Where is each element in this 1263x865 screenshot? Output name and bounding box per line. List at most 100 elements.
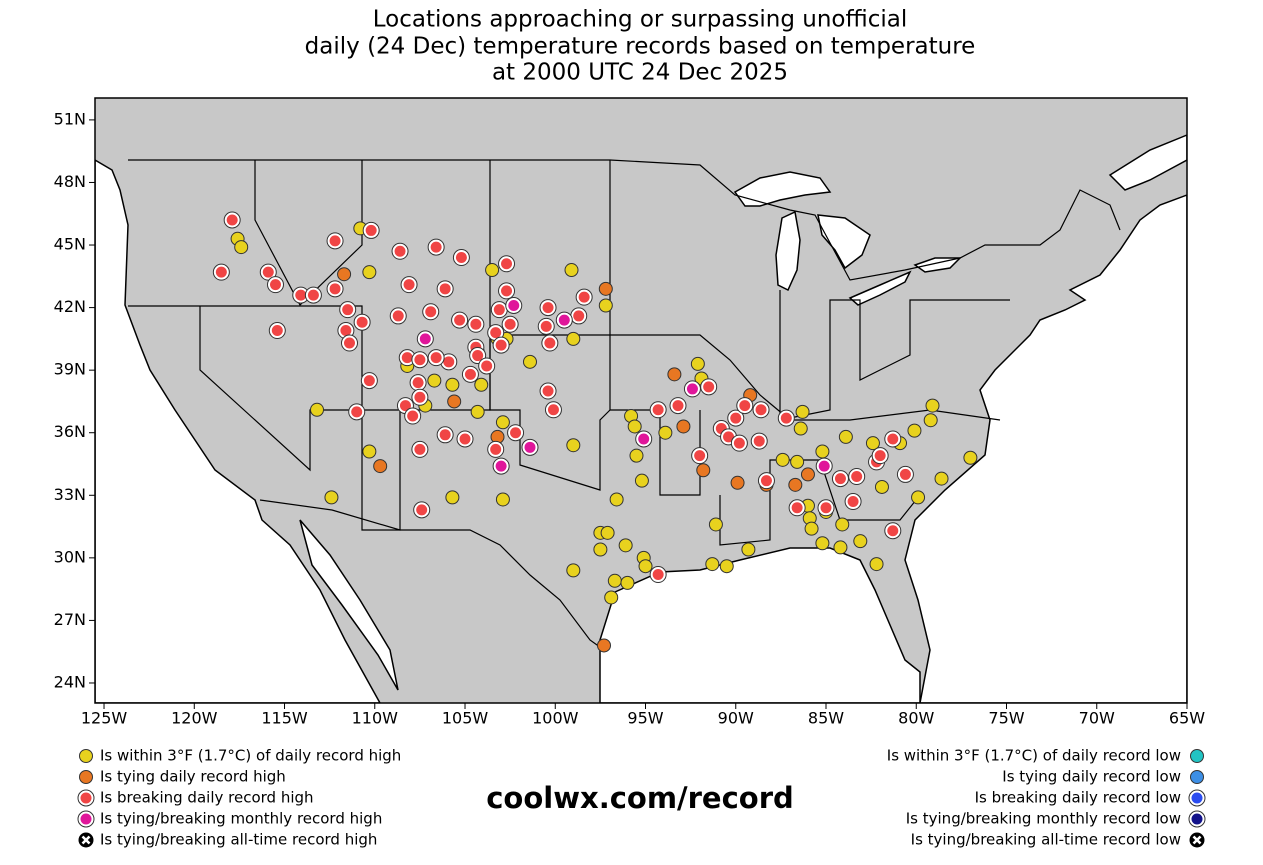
y-tick-label: 48N [54,172,86,191]
plot-frame [94,97,1188,704]
legend-label: Is within 3°F (1.7°C) of daily record lo… [887,747,1181,765]
legend-entry: Is breaking daily record low [975,789,1206,807]
marker-core [638,433,650,445]
marker [373,459,388,474]
marker [607,573,622,588]
marker-core [652,569,664,581]
marker-core [459,433,471,445]
marker-core [392,310,404,322]
marker-core [472,350,484,362]
marker-core [818,460,830,472]
marker [696,463,711,478]
marker [627,419,642,434]
marker [925,398,940,413]
marker [815,536,830,551]
lake-superior [733,171,832,207]
legend-entry: Is tying/breaking all-time record high [78,831,377,849]
source: coolwx.com/record [486,781,794,815]
marker-core [455,252,467,264]
marker [427,373,442,388]
marker-core [262,266,274,278]
marker [447,394,462,409]
marker [833,540,848,555]
marker-core [407,410,419,422]
marker [362,265,377,280]
marker [793,421,808,436]
map [95,98,1187,703]
marker-core [414,354,426,366]
marker [838,429,853,444]
marker [907,423,922,438]
gulf-of-st-lawrence [1108,134,1187,191]
marker-core [510,427,522,439]
marker-core [271,325,283,337]
legend-label: Is tying/breaking all-time record high [100,831,377,849]
marker [676,419,691,434]
y-tick-label: 30N [54,547,86,566]
marker [795,404,810,419]
marker [445,490,460,505]
marker [1190,770,1204,784]
x-tick-label: 125W [81,709,128,728]
marker-core [672,400,684,412]
marker [337,267,352,282]
marker-core [851,471,863,483]
marker-core [464,368,476,380]
marker-cross [1192,835,1202,845]
y-tick-label: 27N [54,610,86,629]
marker-core [542,385,554,397]
marker [618,538,633,553]
marker-core [215,266,227,278]
legend-entry: Is tying/breaking monthly record high [77,810,382,828]
marker-core [80,813,92,825]
marker [564,263,579,278]
canada-border [128,159,1121,281]
marker-core [307,289,319,301]
marker [596,638,611,653]
marker-core [295,289,307,301]
marker [1190,749,1204,763]
marker [324,490,339,505]
x-tick-label: 100W [532,709,579,728]
marker-core [412,377,424,389]
marker [804,521,819,536]
marker-core [501,258,513,270]
x-tick-label: 105W [442,709,489,728]
title-line: at 2000 UTC 24 Dec 2025 [492,60,788,86]
marker [566,438,581,453]
marker-core [899,468,911,480]
title-line: Locations approaching or surpassing unof… [373,7,907,33]
y-tick-label: 36N [54,422,86,441]
y-tick-label: 45N [54,235,86,254]
x-tick-label: 75W [988,709,1024,728]
marker [869,557,884,572]
marker [79,749,93,763]
state-lines [609,160,1001,421]
marker-core [425,306,437,318]
marker-core [755,404,767,416]
legend-entry: Is within 3°F (1.7°C) of daily record lo… [887,747,1204,765]
marker-core [454,314,466,326]
marker [775,452,790,467]
marker [485,263,500,278]
marker-core [524,441,536,453]
marker-core [558,314,570,326]
state-lines [199,306,401,531]
marker-core [820,502,832,514]
marker-core [363,375,375,387]
marker-core [414,443,426,455]
marker-core [501,285,513,297]
marker-core [834,473,846,485]
marker-core [351,406,363,418]
marker-core [80,792,92,804]
marker-core [495,460,507,472]
marker-core [739,400,751,412]
marker-core [547,404,559,416]
marker [719,559,734,574]
marker [934,471,949,486]
lake-michigan [775,210,801,292]
marker [963,450,978,465]
marker-core [470,318,482,330]
x-tick-label: 120W [171,709,218,728]
marker [522,354,537,369]
